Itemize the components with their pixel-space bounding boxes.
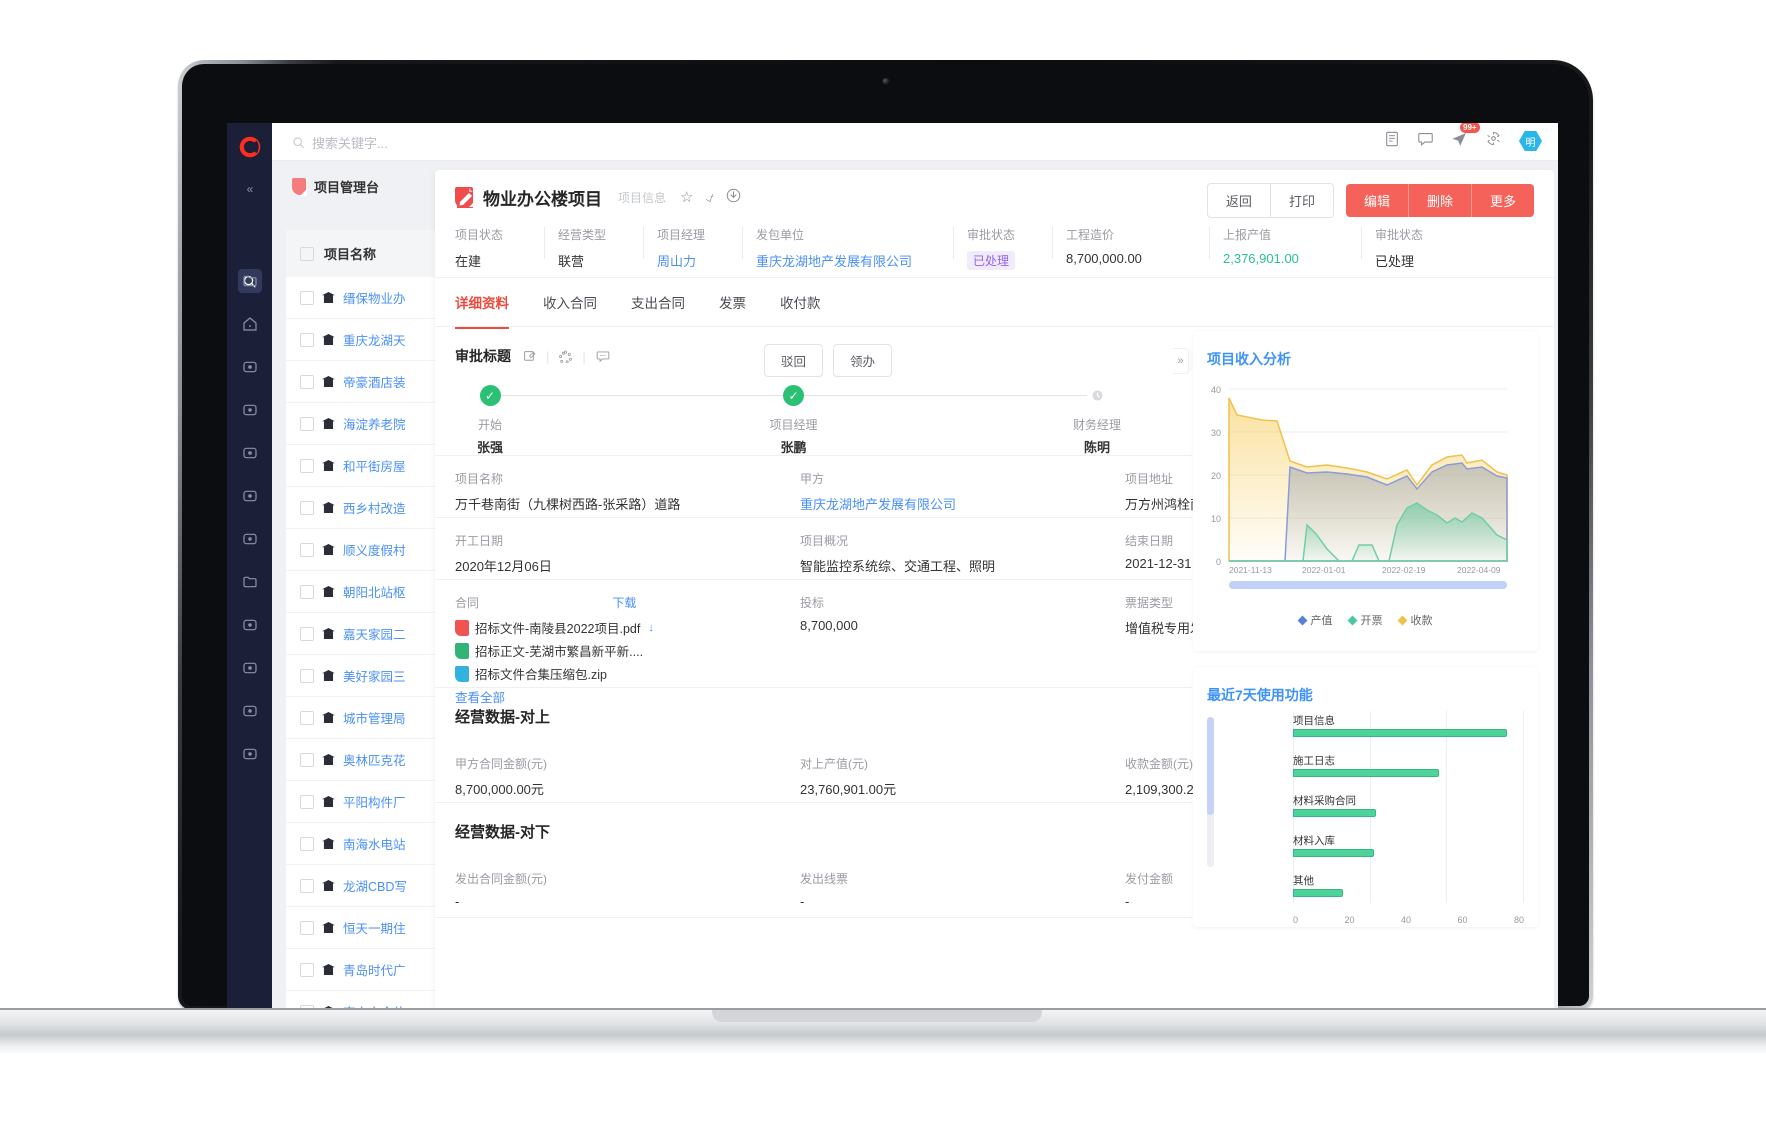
svg-text:20: 20 (1211, 471, 1221, 481)
svg-text:0: 0 (1216, 557, 1221, 567)
svg-text:10: 10 (1211, 514, 1221, 524)
svg-text:30: 30 (1211, 428, 1221, 438)
svg-text:2022-04-09: 2022-04-09 (1457, 565, 1501, 575)
svg-text:2022-02-19: 2022-02-19 (1382, 565, 1426, 575)
svg-text:40: 40 (1211, 385, 1221, 395)
svg-text:2021-11-13: 2021-11-13 (1229, 565, 1272, 575)
svg-text:2022-01-01: 2022-01-01 (1302, 565, 1346, 575)
